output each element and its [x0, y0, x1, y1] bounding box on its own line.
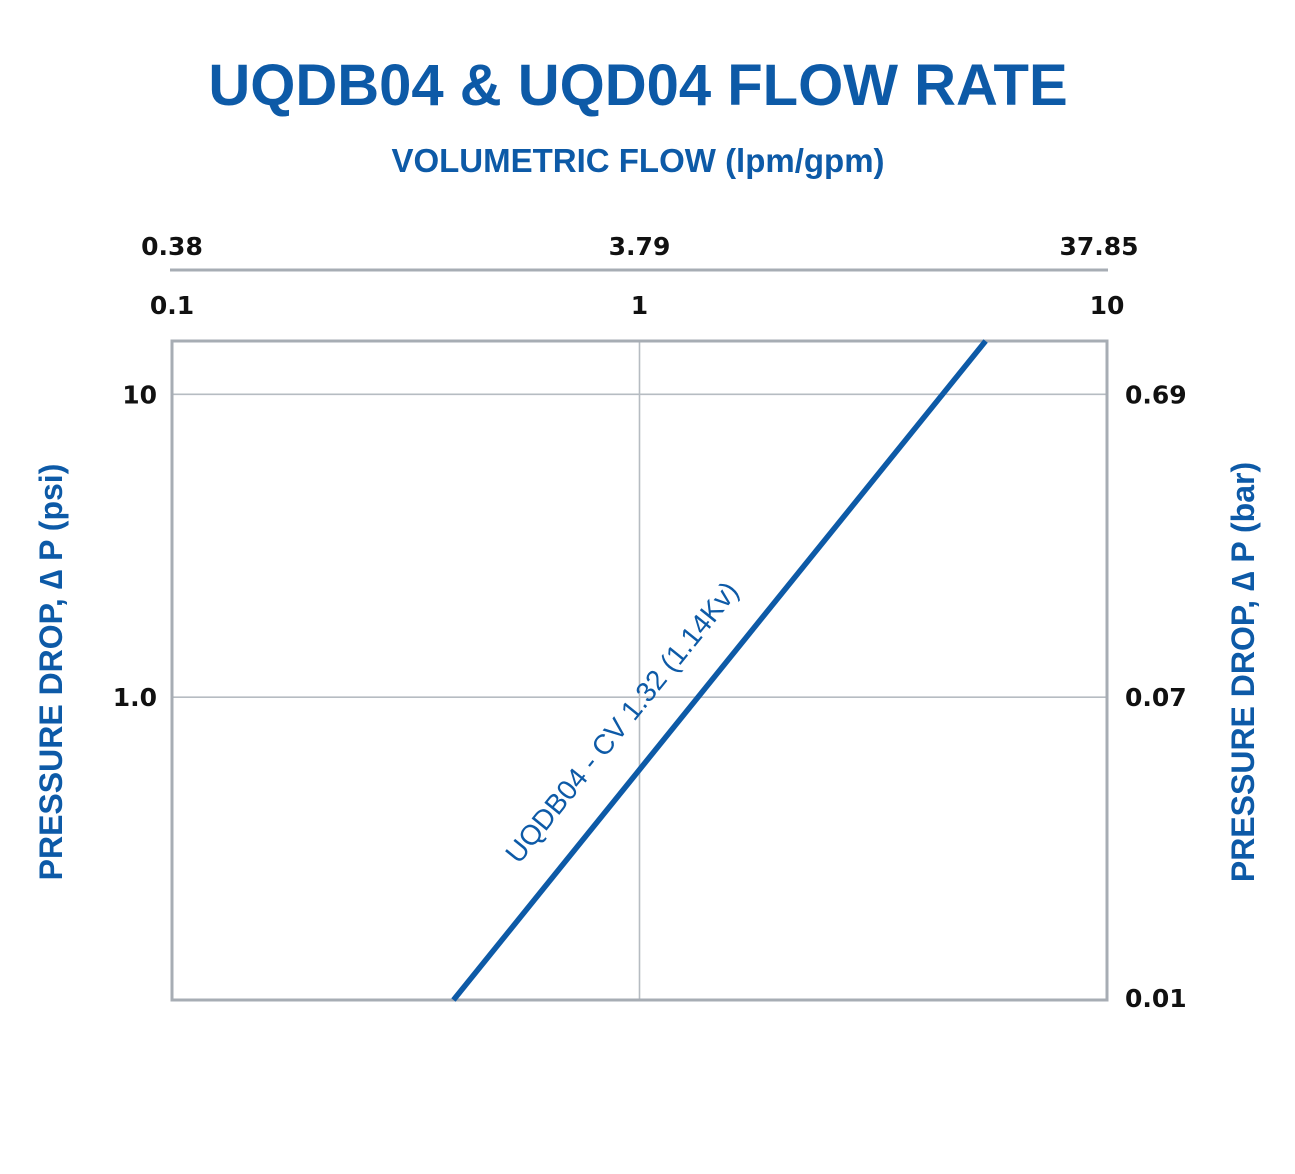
- x-tick-label-gpm: 1: [631, 291, 648, 320]
- chart-subtitle: VOLUMETRIC FLOW (lpm/gpm): [391, 142, 884, 179]
- x-tick-label-gpm: 0.1: [150, 291, 194, 320]
- x-tick-label-gpm: 10: [1090, 291, 1125, 320]
- y-tick-label-bar: 0.69: [1125, 380, 1187, 409]
- series-label: UQDB04 - CV 1.32 (1.14Kv): [499, 576, 744, 869]
- y-tick-label-psi: 1.0: [113, 683, 157, 712]
- grid-lines: [172, 341, 1107, 1000]
- chart-title: UQDB04 & UQD04 FLOW RATE: [208, 53, 1067, 118]
- y-tick-label-bar: 0.07: [1125, 683, 1187, 712]
- y-tick-label-bar: 0.01: [1125, 984, 1187, 1013]
- y-axis-right-label: PRESSURE DROP, ∆ P (bar): [1225, 462, 1261, 882]
- series-layer: UQDB04 - CV 1.32 (1.14Kv): [451, 339, 988, 1002]
- tick-labels: 0.1 1 10 0.38 3.79 37.85 10 1.0 0.69 0.07 0.01: [113, 232, 1187, 1013]
- x-tick-label-lpm: 0.38: [141, 232, 203, 261]
- plot-frame: [170, 339, 1109, 1002]
- x-tick-label-lpm: 3.79: [609, 232, 671, 261]
- x-tick-label-lpm: 37.85: [1059, 232, 1138, 261]
- y-axis-left-label: PRESSURE DROP, ∆ P (psi): [33, 464, 69, 881]
- series-line: [451, 339, 988, 1002]
- y-tick-label-psi: 10: [122, 380, 157, 409]
